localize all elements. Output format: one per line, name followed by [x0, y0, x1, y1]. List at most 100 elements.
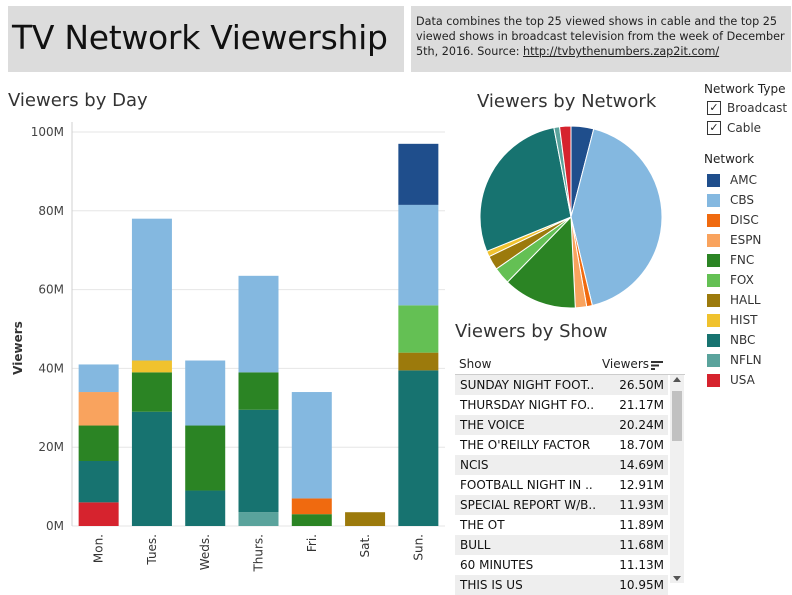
- pie-slice-nbc[interactable]: [479, 127, 572, 252]
- show-viewers: 26.50M: [619, 378, 664, 392]
- legend-label: DISC: [730, 213, 759, 227]
- show-viewers: 18.70M: [619, 438, 664, 452]
- show-name: THURSDAY NIGHT FO..: [460, 398, 595, 412]
- scroll-up-icon[interactable]: [673, 377, 681, 382]
- bar-fox-sun[interactable]: [398, 305, 439, 353]
- table-row[interactable]: SUNDAY NIGHT FOOT.. 26.50M: [455, 375, 668, 395]
- table-row[interactable]: THURSDAY NIGHT FO.. 21.17M: [455, 395, 668, 415]
- legend-label: HALL: [730, 293, 761, 307]
- table-row[interactable]: THE VOICE 20.24M: [455, 415, 668, 435]
- legend-item-amc[interactable]: AMC: [704, 170, 762, 190]
- show-viewers: 10.95M: [619, 578, 664, 592]
- legend-item-disc[interactable]: DISC: [704, 210, 762, 230]
- legend-label: ESPN: [730, 233, 762, 247]
- viewers-by-show-table: Show Viewers SUNDAY NIGHT FOOT.. 26.50M TH…: [455, 354, 685, 595]
- show-name: THE O'REILLY FACTOR: [460, 438, 591, 452]
- show-name: 60 MINUTES: [460, 558, 534, 572]
- table-title: Viewers by Show: [455, 321, 608, 342]
- bar-cbs-sun[interactable]: [398, 204, 439, 306]
- bar-fnc-weds[interactable]: [185, 425, 226, 491]
- bar-nbc-sun[interactable]: [398, 370, 439, 526]
- sort-descending-icon[interactable]: [651, 361, 663, 370]
- y-tick-label: 40M: [38, 361, 64, 375]
- bar-fnc-mon[interactable]: [78, 425, 119, 461]
- bar-usa-mon[interactable]: [78, 502, 119, 526]
- legend-label: HIST: [730, 313, 758, 327]
- y-tick-label: 0M: [46, 519, 64, 533]
- bar-hall-sun[interactable]: [398, 352, 439, 371]
- filter-broadcast[interactable]: ✓ Broadcast: [704, 98, 787, 118]
- bar-hist-tues[interactable]: [131, 360, 172, 373]
- legend-swatch: [707, 353, 720, 367]
- title-box: TV Network Viewership: [8, 6, 404, 72]
- x-tick-label: Sun.: [411, 534, 425, 561]
- show-column-header[interactable]: Show: [459, 357, 492, 371]
- bar-nbc-mon[interactable]: [78, 460, 119, 503]
- bar-fnc-fri[interactable]: [291, 514, 332, 526]
- filter-cable-label: Cable: [727, 121, 762, 135]
- scroll-thumb[interactable]: [672, 391, 682, 441]
- table-row[interactable]: THE O'REILLY FACTOR 18.70M: [455, 435, 668, 455]
- legend-item-cbs[interactable]: CBS: [704, 190, 762, 210]
- checkbox-broadcast[interactable]: ✓: [707, 101, 721, 115]
- x-tick-label: Fri.: [305, 534, 319, 552]
- table-scrollbar[interactable]: [670, 375, 684, 583]
- legend-swatch: [707, 333, 720, 347]
- pie-chart-title: Viewers by Network: [477, 91, 657, 112]
- source-link[interactable]: http://tvbythenumbers.zap2it.com/: [523, 45, 720, 58]
- show-viewers: 11.89M: [619, 518, 664, 532]
- bar-amc-sun[interactable]: [398, 143, 439, 205]
- table-row[interactable]: FOOTBALL NIGHT IN .. 12.91M: [455, 475, 668, 495]
- x-tick-label: Sat.: [358, 534, 372, 558]
- legend-item-usa[interactable]: USA: [704, 370, 762, 390]
- bar-hall-sat[interactable]: [345, 512, 386, 526]
- bar-nfln-thurs[interactable]: [238, 512, 279, 526]
- table-row[interactable]: THE OT 11.89M: [455, 515, 668, 535]
- bar-nbc-thurs[interactable]: [238, 409, 279, 513]
- legend-item-nfln[interactable]: NFLN: [704, 350, 762, 370]
- legend-swatch: [707, 273, 720, 287]
- table-row[interactable]: 60 MINUTES 11.13M: [455, 555, 668, 575]
- legend-item-espn[interactable]: ESPN: [704, 230, 762, 250]
- legend-label: CBS: [730, 193, 755, 207]
- show-name: THIS IS US: [460, 578, 523, 592]
- checkbox-cable[interactable]: ✓: [707, 121, 721, 135]
- x-tick-label: Mon.: [92, 534, 106, 563]
- bar-cbs-thurs[interactable]: [238, 275, 279, 373]
- show-name: SUNDAY NIGHT FOOT..: [460, 378, 595, 392]
- legend-label: FNC: [730, 253, 755, 267]
- bar-cbs-tues[interactable]: [131, 218, 172, 361]
- viewers-column-header[interactable]: Viewers: [601, 357, 649, 371]
- network-legend: Network AMC CBS DISC ESPN FNC FOX HALL HIST NBC N…: [704, 152, 762, 390]
- bar-nbc-tues[interactable]: [131, 411, 172, 526]
- bar-espn-mon[interactable]: [78, 392, 119, 426]
- legend-item-nbc[interactable]: NBC: [704, 330, 762, 350]
- legend-swatch: [707, 233, 720, 247]
- table-row[interactable]: NCIS 14.69M: [455, 455, 668, 475]
- filter-cable[interactable]: ✓ Cable: [704, 118, 787, 138]
- bar-cbs-fri[interactable]: [291, 392, 332, 499]
- legend-item-fox[interactable]: FOX: [704, 270, 762, 290]
- bar-disc-fri[interactable]: [291, 498, 332, 515]
- bar-nbc-weds[interactable]: [185, 490, 226, 526]
- legend-swatch: [707, 193, 720, 207]
- legend-item-hall[interactable]: HALL: [704, 290, 762, 310]
- pie-slice-usa[interactable]: [558, 125, 572, 218]
- show-viewers: 11.13M: [619, 558, 664, 572]
- bar-fnc-thurs[interactable]: [238, 372, 279, 410]
- show-viewers: 14.69M: [619, 458, 664, 472]
- bar-cbs-weds[interactable]: [185, 360, 226, 426]
- pie-slice-fnc[interactable]: [506, 215, 576, 309]
- y-tick-label: 100M: [31, 125, 64, 139]
- pie-slice-cbs[interactable]: [570, 128, 663, 307]
- legend-swatch: [707, 253, 720, 267]
- legend-swatch: [707, 213, 720, 227]
- legend-item-hist[interactable]: HIST: [704, 310, 762, 330]
- legend-item-fnc[interactable]: FNC: [704, 250, 762, 270]
- table-row[interactable]: BULL 11.68M: [455, 535, 668, 555]
- bar-fnc-tues[interactable]: [131, 372, 172, 412]
- bar-cbs-mon[interactable]: [78, 364, 119, 393]
- scroll-down-icon[interactable]: [673, 576, 681, 581]
- table-row[interactable]: SPECIAL REPORT W/B.. 11.93M: [455, 495, 668, 515]
- table-row[interactable]: THIS IS US 10.95M: [455, 575, 668, 595]
